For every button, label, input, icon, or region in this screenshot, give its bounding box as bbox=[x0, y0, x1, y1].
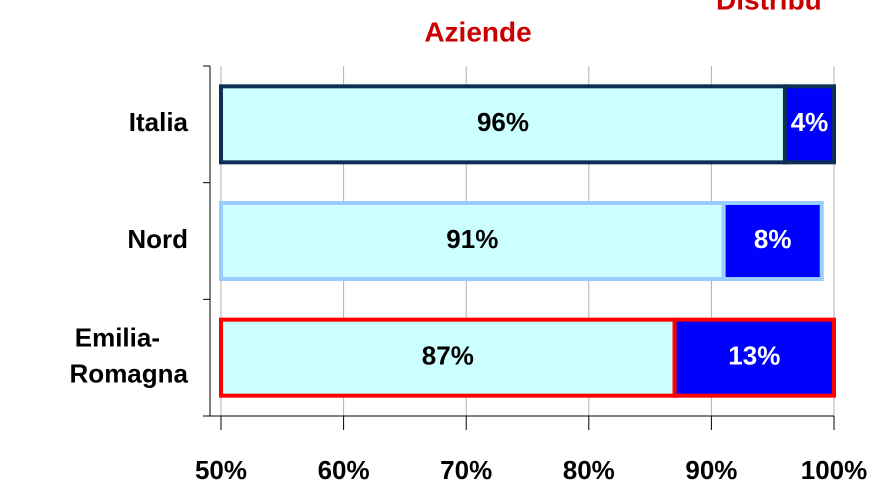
bar-segment bbox=[782, 84, 837, 165]
y-tick-label: Emilia-Romagna bbox=[70, 323, 189, 389]
x-tick-label: 100% bbox=[801, 455, 868, 485]
x-tick-label: 90% bbox=[685, 455, 737, 485]
chart-title: Aziende bbox=[424, 16, 531, 47]
y-tick-label: Nord bbox=[127, 224, 188, 254]
chart-suptitle: Distribu bbox=[716, 0, 822, 15]
bar-segment bbox=[672, 317, 836, 398]
y-tick-label: Italia bbox=[129, 107, 189, 137]
x-tick-label: 60% bbox=[318, 455, 370, 485]
data-label: 4% bbox=[791, 107, 829, 137]
x-tick-label: 80% bbox=[563, 455, 615, 485]
data-label: 87% bbox=[422, 341, 474, 371]
data-label: 13% bbox=[728, 341, 780, 371]
bar-segment bbox=[721, 201, 824, 281]
data-label: 96% bbox=[477, 107, 529, 137]
data-label: 91% bbox=[446, 224, 498, 254]
data-label: 8% bbox=[754, 224, 792, 254]
x-tick-label: 70% bbox=[440, 455, 492, 485]
x-tick-label: 50% bbox=[195, 455, 247, 485]
